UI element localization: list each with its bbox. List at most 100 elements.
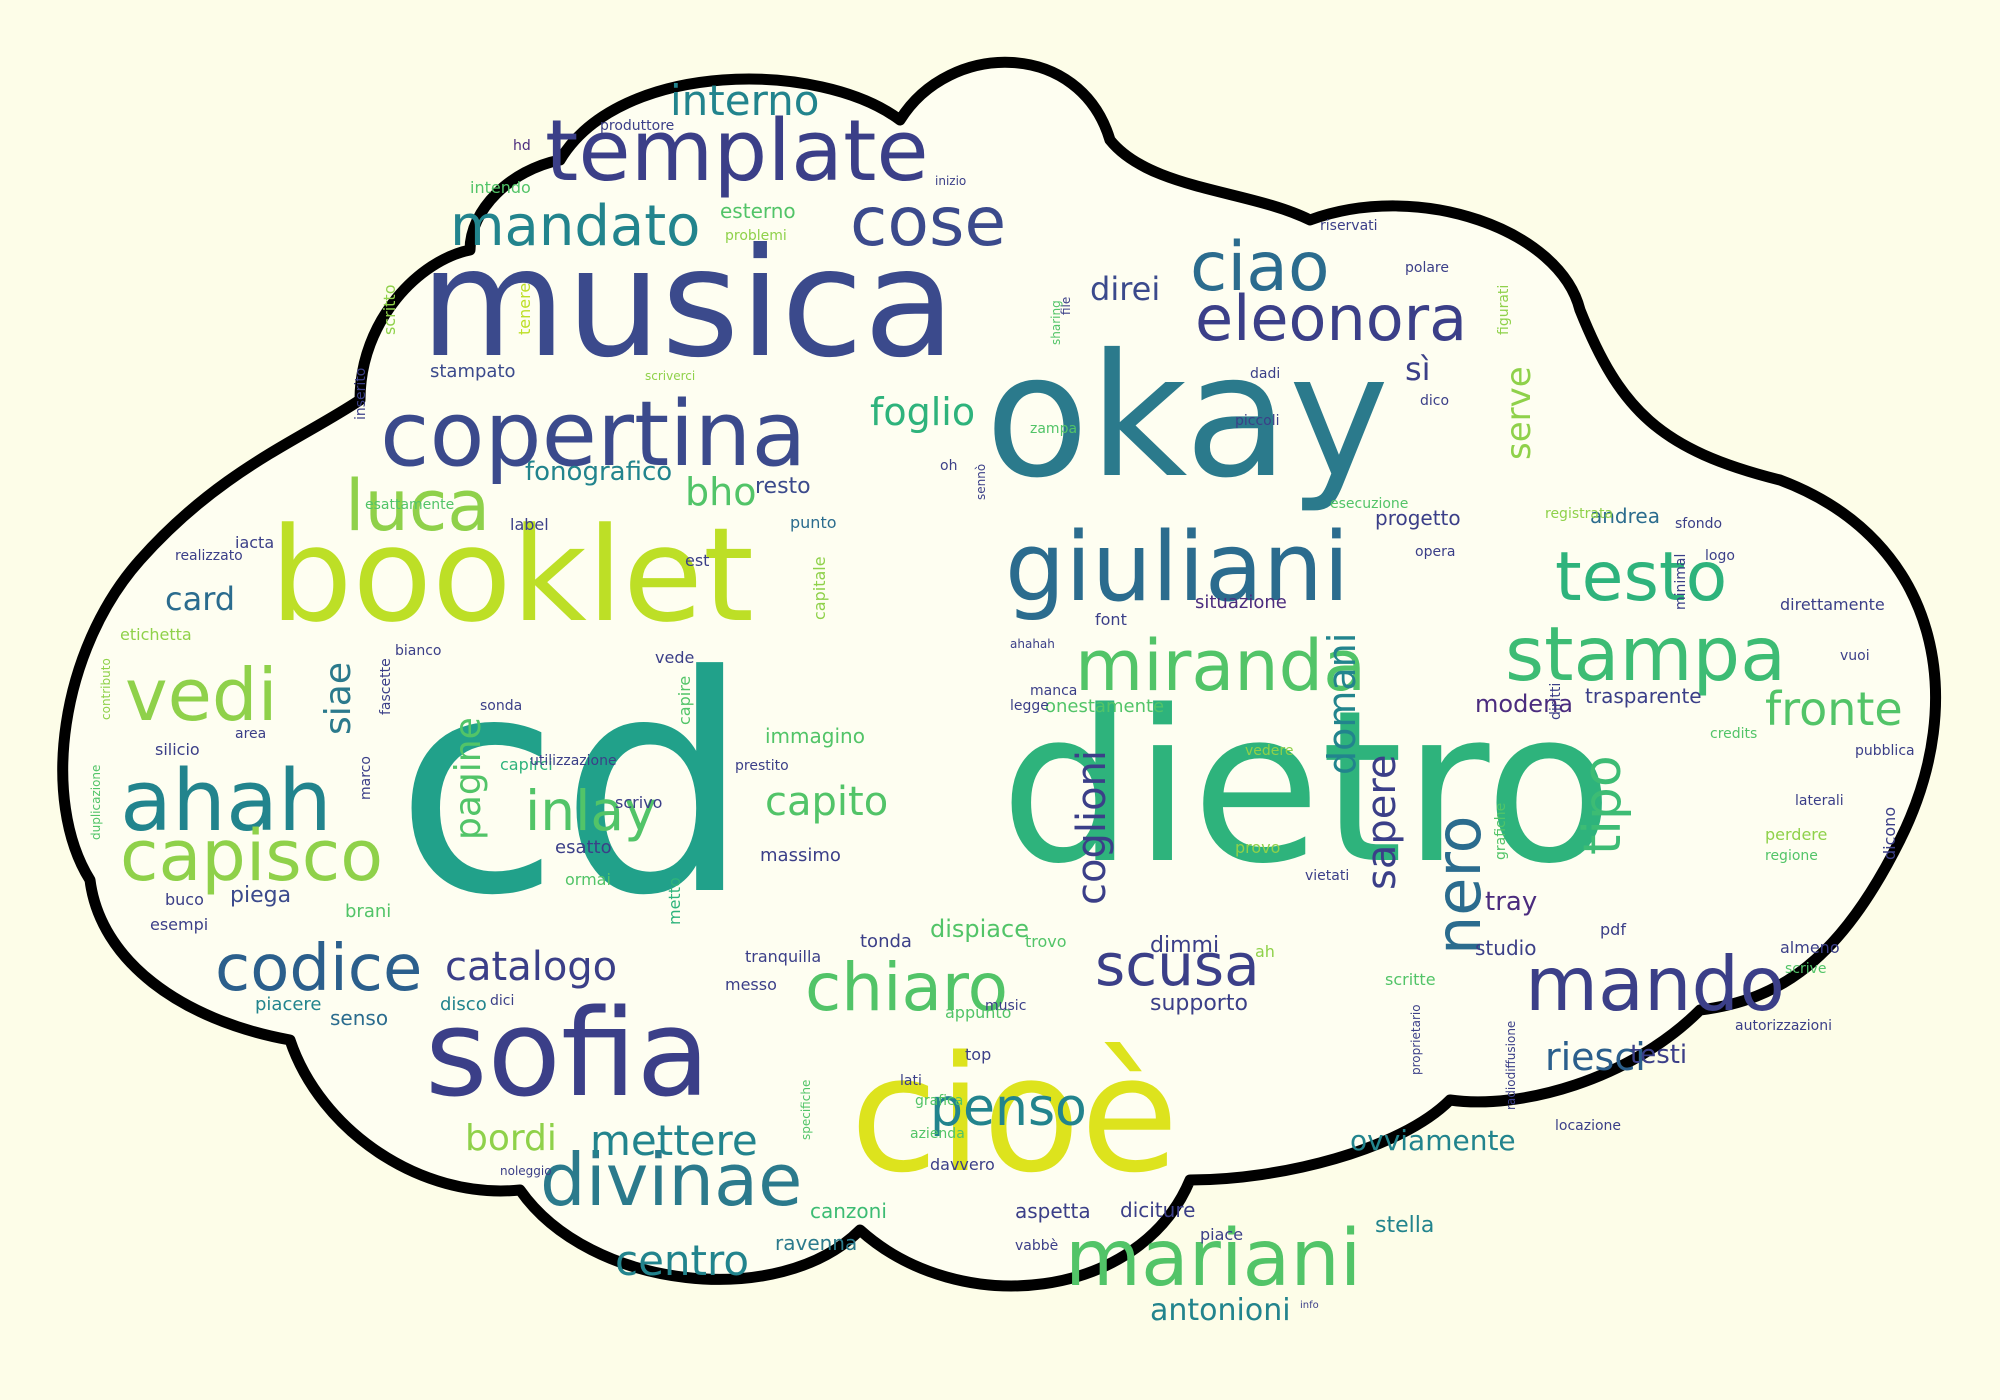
word-pdf: pdf <box>1600 920 1626 939</box>
word-opera: opera <box>1415 544 1455 560</box>
word-mettere: mettere <box>590 1116 758 1165</box>
word-tipo: tipo <box>1573 755 1633 855</box>
word-fascette: fascette <box>378 658 394 715</box>
word-fronte: fronte <box>1765 682 1903 736</box>
word-buco: buco <box>165 890 204 909</box>
word-oh: oh <box>940 458 957 474</box>
word-scrivo: scrivo <box>615 793 662 812</box>
word-sennò: sennò <box>974 464 988 500</box>
word-scritte: scritte <box>1385 970 1436 989</box>
word-antonioni: antonioni <box>1150 1293 1291 1328</box>
word-trasparente: trasparente <box>1585 684 1702 708</box>
word-vabbè: vabbè <box>1015 1238 1058 1254</box>
word-nero: nero <box>1422 816 1495 956</box>
word-chiaro: chiaro <box>805 949 1008 1026</box>
word-dietro: dietro <box>1000 665 1613 910</box>
word-pubblica: pubblica <box>1855 743 1915 759</box>
word-metto: metto <box>665 877 684 925</box>
word-manca: manca <box>1030 683 1077 699</box>
word-riservati: riservati <box>1320 218 1378 234</box>
word-figurati: figurati <box>1496 285 1512 335</box>
word-scritto: scritto <box>380 285 399 336</box>
word-grafica: grafica <box>915 1093 963 1109</box>
word-situazione: situazione <box>1195 592 1287 613</box>
word-realizzato: realizzato <box>175 548 243 564</box>
word-info: info <box>1300 1300 1319 1311</box>
word-sonda: sonda <box>480 698 522 714</box>
word-sofia: sofia <box>425 985 710 1124</box>
word-bho: bho <box>685 470 756 514</box>
word-laterali: laterali <box>1795 793 1844 809</box>
word-label: label <box>510 515 549 534</box>
word-proprietario: proprietario <box>1409 1004 1423 1075</box>
word-esterno: esterno <box>720 199 796 223</box>
word-sì: sì <box>1405 350 1431 388</box>
word-coglioni: coglioni <box>1069 750 1115 905</box>
word-area: area <box>235 726 266 742</box>
word-prestito: prestito <box>735 758 789 774</box>
word-testo: testo <box>1555 538 1727 617</box>
word-appunto: appunto <box>945 1003 1011 1022</box>
word-scriverci: scriverci <box>645 369 695 383</box>
word-esempi: esempi <box>150 915 208 934</box>
word-specifiche: specifiche <box>799 1080 813 1140</box>
word-divinae: divinae <box>540 1138 802 1222</box>
word-scrive: scrive <box>1785 961 1827 977</box>
word-tonda: tonda <box>860 931 912 952</box>
word-capisco: capisco <box>120 815 383 897</box>
word-vedi: vedi <box>125 653 278 737</box>
word-card: card <box>165 580 235 618</box>
word-siae: siae <box>318 662 359 735</box>
word-bianco: bianco <box>395 643 442 659</box>
word-sharing: sharing <box>1049 300 1063 345</box>
word-diritti: diritti <box>1548 683 1564 720</box>
word-dici: dici <box>490 993 514 1009</box>
word-credits: credits <box>1710 726 1757 742</box>
word-zampa: zampa <box>1030 421 1077 437</box>
word-luca: luca <box>345 465 490 547</box>
word-punto: punto <box>790 513 837 532</box>
word-inserito: inserito <box>353 368 369 420</box>
word-piccoli: piccoli <box>1235 413 1280 429</box>
word-autorizzazioni: autorizzazioni <box>1735 1018 1832 1034</box>
word-codice: codice <box>215 932 422 1006</box>
word-davvero: davvero <box>930 1155 995 1174</box>
word-piace: piace <box>1200 1225 1243 1244</box>
word-grafiche: grafiche <box>1493 803 1509 860</box>
word-eleonora: eleonora <box>1195 282 1467 355</box>
word-capirci: capirci <box>500 755 553 774</box>
word-modena: modena <box>1475 690 1573 718</box>
word-music: music <box>985 998 1026 1014</box>
word-centro: centro <box>615 1236 749 1285</box>
word-locazione: locazione <box>1555 1118 1621 1134</box>
word-sfondo: sfondo <box>1675 516 1722 532</box>
word-miranda: miranda <box>1075 625 1366 707</box>
word-file: file <box>1059 297 1073 315</box>
word-azienda: azienda <box>910 1126 965 1142</box>
word-inizio: inizio <box>935 174 966 188</box>
word-mariani: mariani <box>1065 1214 1361 1304</box>
word-silicio: silicio <box>155 740 200 759</box>
word-stella: stella <box>1375 1213 1434 1238</box>
word-provo: provo <box>1235 838 1280 857</box>
word-immagino: immagino <box>765 724 865 748</box>
word-senso: senso <box>330 1006 388 1030</box>
word-ravenna: ravenna <box>775 1231 857 1255</box>
word-piacere: piacere <box>255 994 322 1015</box>
word-lati: lati <box>900 1073 922 1089</box>
word-vede: vede <box>655 648 694 667</box>
word-iacta: iacta <box>235 533 274 552</box>
word-registrata: registrata <box>1545 506 1613 522</box>
word-esecuzione: esecuzione <box>1330 496 1408 512</box>
word-direi: direi <box>1090 270 1160 308</box>
word-massimo: massimo <box>760 845 841 866</box>
word-minimal: minimal <box>1673 554 1689 610</box>
word-vietati: vietati <box>1305 868 1349 884</box>
word-supporto: supporto <box>1150 991 1248 1016</box>
word-capitale: capitale <box>810 556 829 620</box>
word-ahah: ahah <box>120 752 332 851</box>
word-hd: hd <box>513 138 531 154</box>
word-catalogo: catalogo <box>445 944 617 990</box>
word-dicono: dicono <box>1880 807 1899 860</box>
